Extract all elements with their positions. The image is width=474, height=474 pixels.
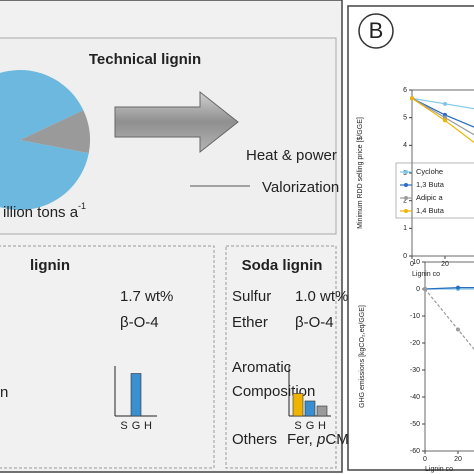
y-tick-label: 5 <box>403 115 407 122</box>
legend-swatch <box>404 170 408 174</box>
soda-sulfur-label: Sulfur <box>232 288 271 305</box>
mini-label: S <box>120 420 127 432</box>
y-tick-label: 2 <box>403 198 407 205</box>
soda-box <box>225 245 337 469</box>
pie-slice <box>20 110 90 154</box>
y-tick-label: 10 <box>412 259 420 266</box>
kraft-ether: β-O-4 <box>120 314 159 331</box>
valorization: Valorization <box>262 179 339 196</box>
pie-caption: illion tons a-1 <box>3 201 86 221</box>
x-tick-label: 0 <box>410 261 414 268</box>
legend-frame <box>395 162 474 219</box>
y-tick-label: 6 <box>403 87 407 94</box>
series-point <box>443 101 447 106</box>
mini-label: H <box>144 420 152 432</box>
legend-label: 1,4 Buta <box>416 206 445 215</box>
y-tick-label: -30 <box>410 367 420 374</box>
x-tick-label: 20 <box>441 261 449 268</box>
series-point <box>443 112 447 117</box>
x-tick-label: 20 <box>454 456 462 463</box>
arrow-label: Heat & power <box>246 147 337 164</box>
y-tick-label: -10 <box>410 313 420 320</box>
legend-swatch <box>404 209 408 213</box>
y-tick-label: 1 <box>403 225 407 232</box>
series-point <box>410 96 414 101</box>
pie <box>0 70 90 210</box>
pie-slice <box>0 70 89 210</box>
mini-bar <box>304 400 316 417</box>
soda-others-label: Others <box>232 431 277 448</box>
mini-label: H <box>318 420 326 432</box>
x-axis-label: Lignin co <box>425 466 453 473</box>
y-tick-label: -20 <box>410 340 420 347</box>
y-tick-label: 0 <box>403 253 407 260</box>
mini-bar <box>130 373 142 417</box>
arrow <box>114 90 239 154</box>
soda-title: Soda lignin <box>242 257 323 274</box>
y-tick-label: -50 <box>410 421 420 428</box>
y-tick-label: 4 <box>403 142 407 149</box>
legend-swatch <box>404 183 408 187</box>
y-tick-label: -40 <box>410 394 420 401</box>
y-axis-label: Minimum RDD selling price [$/GGE] <box>357 117 364 229</box>
legend-label: Cyclohe <box>416 167 443 176</box>
series-point <box>443 115 447 120</box>
series-point <box>456 285 460 290</box>
tech-title: Technical lignin <box>89 51 201 68</box>
kraft-title: lignin <box>30 257 70 274</box>
y-axis-label: GHG emissions [kgCO₂,eq/GGE] <box>359 305 366 408</box>
mini-bar <box>316 405 328 417</box>
soda-others: Fer, pCM <box>287 431 349 448</box>
panel-b-label: B <box>369 18 384 43</box>
series-point <box>456 327 460 332</box>
x-axis-label: Lignin co <box>412 271 440 278</box>
y-tick-label: 0 <box>416 286 420 293</box>
x-tick-label: 0 <box>423 456 427 463</box>
kraft-sulfur: 1.7 wt% <box>120 288 173 305</box>
mini-label: G <box>306 420 315 432</box>
legend-swatch <box>404 196 408 200</box>
soda-ether-label: Ether <box>232 314 268 331</box>
mini-label: G <box>132 420 141 432</box>
legend-label: Adipic a <box>416 193 444 202</box>
kraft-box <box>0 245 215 469</box>
soda-ether: β-O-4 <box>295 314 334 331</box>
mini-label: S <box>294 420 301 432</box>
panel-b-badge <box>358 13 394 49</box>
soda-comp-label: Aromatic <box>232 359 292 376</box>
soda-sulfur: 1.0 wt% <box>295 288 348 305</box>
kraft-partial: n <box>0 384 8 401</box>
panel-b-frame <box>347 5 474 471</box>
series-point <box>423 287 427 291</box>
legend-label: 1,3 Buta <box>416 180 445 189</box>
series-point <box>443 118 447 123</box>
mini-bar <box>292 393 304 417</box>
y-tick-label: -60 <box>410 448 420 455</box>
